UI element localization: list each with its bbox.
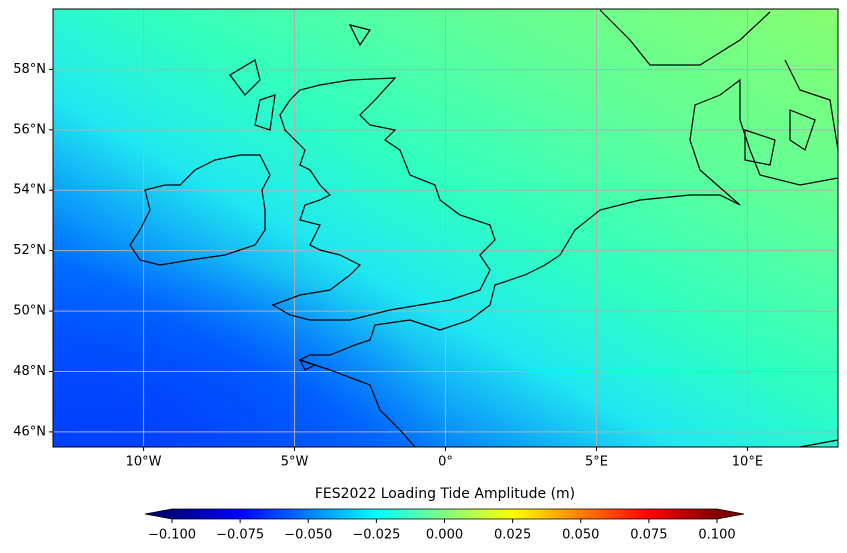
colorbar-tick-label: 0.075 (630, 528, 667, 543)
y-tick-label: 50°N (13, 304, 46, 319)
colorbar-label: FES2022 Loading Tide Amplitude (m) (315, 486, 575, 502)
x-tick-label: 0° (438, 455, 453, 470)
y-tick-label: 52°N (13, 243, 46, 258)
coastline-ireland (129, 154, 271, 266)
colorbar-tick-label: −0.025 (352, 528, 400, 543)
y-tick-label: 48°N (13, 364, 46, 379)
colorbar-tick-label: 0.100 (698, 528, 735, 543)
y-tick-label: 54°N (13, 183, 46, 198)
colorbar-tick-label: 0.025 (494, 528, 531, 543)
colorbar-tick-label: 0.000 (426, 528, 463, 543)
coastline-continent (298, 78, 838, 447)
coastline-great-britain (271, 77, 496, 321)
y-tick-label: 56°N (13, 122, 46, 137)
colorbar-extend-min (145, 509, 172, 519)
y-tick-label: 46°N (13, 424, 46, 439)
colorbar-tick-label: 0.050 (562, 528, 599, 543)
x-tick-label: 10°W (126, 455, 162, 470)
colorbar-gradient (172, 509, 717, 519)
colorbar-extend-max (717, 509, 744, 519)
axes-labels: 10°W 5°W 0° 5°E 10°E 46°N 48°N 50°N 52°N 54°N 56°N… (13, 62, 763, 470)
coastline-brittany-islands (298, 358, 317, 371)
x-tick-label: 5°E (585, 455, 608, 470)
coastline-scottish-islands (229, 24, 371, 131)
x-tick-label: 10°E (732, 455, 763, 470)
y-tick-label: 58°N (13, 62, 46, 77)
colorbar-tick-label: −0.100 (148, 528, 196, 543)
map-area (53, 9, 838, 447)
coastline-scandinavia (599, 9, 838, 447)
x-tick-label: 5°W (281, 455, 309, 470)
colorbar: FES2022 Loading Tide Amplitude (m) −0.10… (144, 486, 745, 543)
coastline-denmark-islands (744, 109, 816, 166)
grid (53, 9, 838, 447)
colorbar-tick-label: −0.075 (216, 528, 264, 543)
colorbar-tick-label: −0.050 (284, 528, 332, 543)
